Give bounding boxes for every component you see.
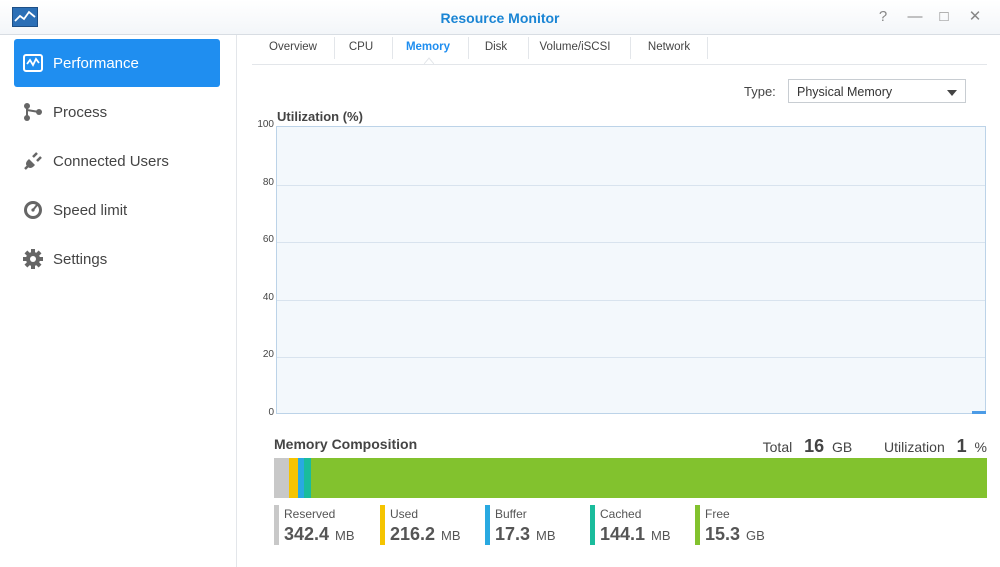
- window-title: Resource Monitor: [440, 10, 560, 26]
- minimize-icon[interactable]: —: [907, 8, 923, 25]
- chevron-down-icon: [947, 90, 957, 96]
- gear-icon: [23, 249, 43, 269]
- legend-unit: MB: [651, 528, 671, 543]
- legend-name: Used: [390, 507, 419, 521]
- speedometer-icon: [24, 201, 42, 219]
- sidebar-item-label: Performance: [53, 54, 139, 72]
- total-value: 16: [804, 436, 825, 456]
- legend-value: 17.3: [495, 524, 531, 544]
- y-tick-label: 0: [268, 407, 274, 418]
- title-bar: Resource Monitor ? — □ ✕: [0, 0, 1000, 35]
- type-select-value: Physical Memory: [797, 85, 893, 99]
- legend-name: Cached: [600, 507, 642, 521]
- tab-cpu[interactable]: CPU: [348, 41, 374, 53]
- memory-composition-title: Memory Composition: [274, 436, 418, 452]
- gridline: [277, 299, 985, 301]
- gridline: [277, 184, 985, 186]
- legend-unit: MB: [441, 528, 461, 543]
- legend-name: Free: [705, 507, 730, 521]
- memory-composition-bar: [274, 458, 987, 498]
- tab-volume-iscsi[interactable]: Volume/iSCSI: [539, 41, 611, 53]
- sidebar-item-process[interactable]: Process: [14, 88, 220, 136]
- legend-swatch: [274, 505, 279, 545]
- gridline: [277, 357, 985, 359]
- sidebar-item-label: Settings: [53, 250, 108, 268]
- tab-memory[interactable]: Memory: [405, 41, 451, 53]
- legend-swatch: [380, 505, 385, 545]
- tab-disk[interactable]: Disk: [484, 41, 508, 53]
- legend-name: Buffer: [495, 507, 527, 521]
- chart-title: Utilization (%): [277, 109, 363, 124]
- utilization-chart: [276, 126, 986, 414]
- type-label: Type:: [744, 84, 776, 99]
- y-tick-label: 40: [262, 291, 274, 303]
- sidebar-item-speed-limit[interactable]: Speed limit: [14, 186, 220, 234]
- utilization-unit: %: [974, 439, 987, 455]
- memory-segment-reserved: [274, 458, 289, 498]
- active-tab-pointer-icon: [424, 57, 434, 64]
- legend-unit: GB: [746, 528, 765, 543]
- process-icon: [24, 103, 42, 121]
- sidebar-item-performance[interactable]: Performance: [14, 39, 220, 87]
- memory-stats: Total 16 GB Utilization 1 %: [763, 436, 987, 457]
- y-tick-label: 100: [257, 119, 274, 130]
- utilization-value: 1: [956, 436, 967, 456]
- sidebar-item-connected-users[interactable]: Connected Users: [14, 137, 220, 185]
- total-label: Total: [762, 439, 793, 455]
- type-select[interactable]: Physical Memory: [788, 79, 966, 103]
- memory-segment-used: [288, 458, 299, 498]
- sidebar-item-label: Process: [53, 103, 108, 121]
- plug-icon: [24, 152, 42, 170]
- total-unit: GB: [832, 439, 853, 455]
- y-tick-label: 60: [262, 234, 274, 246]
- tab-bar: Overview CPU Memory Disk Volume/iSCSI Ne…: [252, 35, 987, 65]
- sidebar-item-label: Connected Users: [53, 152, 169, 170]
- tab-overview[interactable]: Overview: [269, 41, 317, 53]
- legend-name: Reserved: [284, 507, 336, 521]
- legend-swatch: [590, 505, 595, 545]
- legend-swatch: [695, 505, 700, 545]
- sidebar: Performance Process Connected Users Spee…: [0, 35, 237, 567]
- performance-icon: [23, 54, 43, 72]
- legend-value: 144.1: [600, 524, 646, 544]
- legend-unit: MB: [536, 528, 556, 543]
- close-icon[interactable]: ✕: [968, 8, 982, 25]
- legend-unit: MB: [335, 528, 355, 543]
- legend-swatch: [485, 505, 490, 545]
- tab-network[interactable]: Network: [647, 41, 691, 53]
- help-icon[interactable]: ?: [878, 8, 888, 25]
- gridline: [277, 242, 985, 244]
- memory-segment-cached: [304, 458, 311, 498]
- sidebar-item-label: Speed limit: [53, 201, 128, 219]
- memory-segment-free: [310, 458, 987, 498]
- memory-segment-buffer: [298, 458, 305, 498]
- legend-value: 342.4: [284, 524, 330, 544]
- legend-value: 15.3: [705, 524, 741, 544]
- sidebar-item-settings[interactable]: Settings: [14, 235, 220, 283]
- y-tick-label: 20: [262, 349, 274, 361]
- legend-value: 216.2: [390, 524, 436, 544]
- y-tick-label: 80: [262, 176, 274, 188]
- resource-monitor-app-icon: [12, 7, 38, 27]
- utilization-label: Utilization: [884, 439, 945, 455]
- maximize-icon[interactable]: □: [939, 8, 949, 25]
- utilization-series-line: [972, 411, 986, 414]
